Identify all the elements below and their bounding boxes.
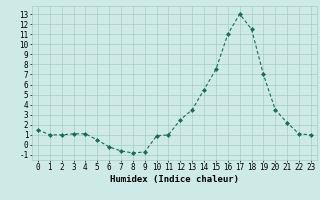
X-axis label: Humidex (Indice chaleur): Humidex (Indice chaleur) bbox=[110, 175, 239, 184]
